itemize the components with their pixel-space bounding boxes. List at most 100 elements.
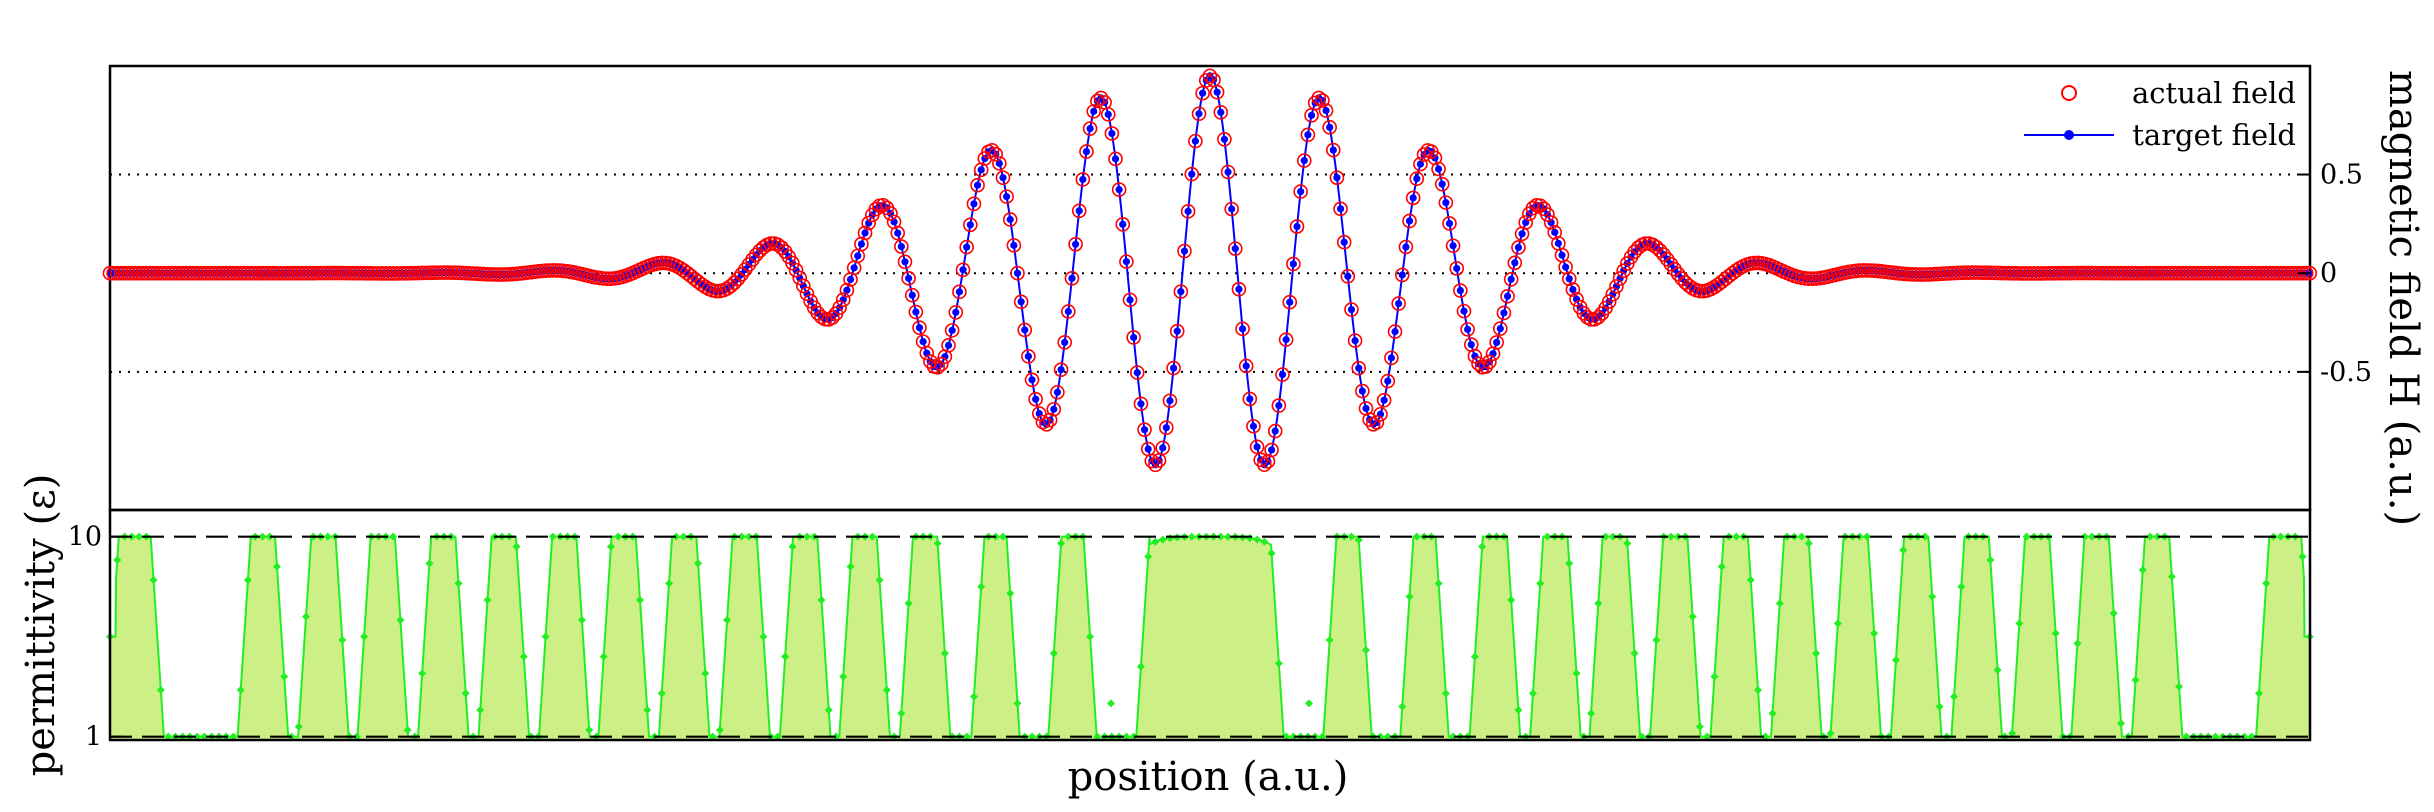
actual-field-point — [425, 265, 441, 281]
target-field-point — [843, 286, 851, 294]
actual-field-point — [2033, 266, 2049, 281]
actual-field-point — [2204, 265, 2220, 281]
permittivity-point — [933, 539, 942, 548]
permittivity-point — [2276, 532, 2285, 541]
actual-field-point — [745, 252, 760, 267]
actual-field-point — [338, 265, 354, 281]
actual-field-point — [160, 265, 176, 281]
target-field-point — [1032, 395, 1040, 403]
permittivity-point — [2240, 732, 2249, 741]
actual-field-point — [2004, 265, 2020, 281]
target-field-point — [1082, 147, 1091, 156]
actual-field-point — [418, 265, 434, 281]
target-field-point — [966, 221, 974, 229]
actual-field-point — [2273, 265, 2289, 281]
target-field-point — [1166, 397, 1174, 405]
permittivity-point — [360, 632, 369, 641]
actual-field-point — [1489, 335, 1504, 350]
target-field-point — [1503, 292, 1512, 300]
actual-field-point — [1086, 104, 1102, 119]
permittivity-point — [2254, 689, 2263, 698]
permittivity-point — [1891, 656, 1900, 664]
permittivity-point — [1318, 732, 1327, 741]
actual-field-point — [2262, 265, 2278, 281]
actual-field-point — [832, 300, 847, 315]
target-field-point — [1391, 328, 1399, 336]
permittivity-point — [541, 632, 550, 641]
permittivity-point — [875, 576, 884, 584]
actual-field-point — [1387, 324, 1403, 339]
permittivity-point — [708, 732, 717, 741]
permittivity-point — [737, 532, 746, 541]
actual-field-point — [2142, 265, 2158, 281]
actual-field-point — [374, 266, 390, 281]
target-field-point — [1336, 205, 1345, 213]
actual-field-point — [483, 267, 499, 282]
actual-field-point — [226, 265, 241, 281]
actual-field-point — [2150, 265, 2165, 281]
target-field-point — [1220, 135, 1229, 143]
actual-field-point — [436, 265, 452, 280]
actual-field-point — [2008, 266, 2024, 281]
actual-field-point — [1217, 131, 1232, 147]
actual-field-point — [952, 284, 967, 300]
actual-field-point — [1460, 322, 1475, 337]
actual-field-point — [1467, 348, 1483, 364]
permittivity-point — [802, 532, 811, 541]
target-field-point — [1511, 259, 1519, 267]
actual-field-point — [857, 225, 873, 241]
actual-field-point — [1612, 271, 1628, 286]
actual-field-point — [2280, 265, 2296, 281]
permittivity-point — [969, 692, 978, 701]
actual-field-point — [2088, 265, 2103, 281]
actual-field-point — [1565, 282, 1581, 297]
permittivity-point — [1710, 672, 1719, 681]
field-gridlines — [110, 173, 2310, 373]
permittivity-point — [1754, 686, 1763, 694]
permittivity-point — [577, 616, 586, 624]
target-field-point — [1169, 364, 1178, 372]
actual-field-point — [2266, 265, 2281, 281]
actual-field-point — [1917, 267, 1933, 282]
target-field-point — [1289, 260, 1297, 268]
actual-field-points — [102, 68, 2318, 473]
actual-field-point — [320, 265, 336, 281]
actual-field-point — [324, 265, 339, 281]
actual-field-point — [233, 265, 248, 281]
actual-field-point — [403, 265, 419, 281]
actual-field-point — [1380, 373, 1396, 389]
target-field-point — [955, 288, 964, 296]
target-field-point — [1362, 404, 1370, 413]
actual-field-point — [970, 177, 985, 193]
actual-field-point — [2059, 265, 2074, 281]
actual-field-point — [168, 265, 183, 281]
actual-field-point — [1391, 296, 1406, 311]
actual-field-point — [868, 201, 884, 217]
target-field-point — [1119, 220, 1127, 228]
target-field-point — [1253, 443, 1261, 451]
actual-field-point — [2237, 265, 2252, 281]
permittivity-point — [1514, 706, 1523, 714]
actual-field-point — [690, 274, 706, 290]
permittivity-point — [846, 562, 855, 571]
permittivity-point — [1804, 539, 1813, 548]
actual-field-point — [1329, 170, 1345, 185]
permittivity-point — [723, 616, 732, 624]
actual-field-point — [1039, 417, 1054, 432]
actual-field-point — [200, 265, 216, 281]
actual-field-point — [2244, 265, 2259, 281]
actual-field-point — [2120, 265, 2136, 281]
actual-field-point — [360, 266, 376, 281]
actual-field-point — [1968, 265, 1984, 280]
actual-field-point — [153, 265, 169, 281]
target-field-point — [1467, 340, 1475, 349]
target-field-point — [1242, 362, 1250, 370]
actual-field-point — [411, 265, 426, 281]
permittivity-point — [193, 732, 202, 741]
actual-field-point — [2044, 266, 2060, 281]
actual-field-point — [345, 265, 361, 281]
actual-field-point — [1503, 271, 1519, 287]
actual-field-point — [1409, 171, 1425, 187]
actual-field-point — [1543, 215, 1559, 230]
